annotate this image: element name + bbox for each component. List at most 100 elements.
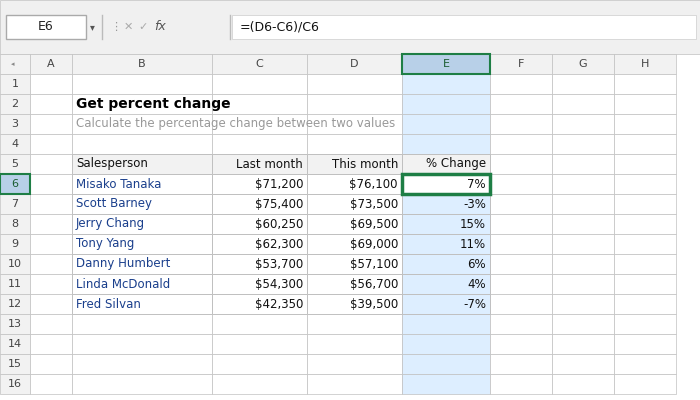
Bar	[307, 274, 402, 294]
Text: 14: 14	[8, 339, 22, 349]
Bar	[490, 214, 552, 234]
Text: Salesperson: Salesperson	[76, 158, 148, 170]
Bar	[490, 354, 552, 374]
Bar	[307, 294, 402, 314]
Text: A: A	[47, 59, 55, 69]
Text: $76,100: $76,100	[349, 178, 398, 190]
Bar	[30, 114, 72, 134]
Bar	[72, 354, 212, 374]
Bar	[72, 214, 212, 234]
Bar	[307, 294, 402, 314]
Bar	[30, 194, 72, 214]
Text: 2: 2	[11, 99, 19, 109]
Bar	[30, 354, 72, 374]
Bar	[72, 374, 212, 394]
Bar	[30, 334, 72, 354]
Bar	[614, 254, 676, 274]
Text: $53,700: $53,700	[255, 258, 303, 270]
Bar	[614, 114, 676, 134]
Text: F: F	[518, 59, 524, 69]
Text: Scott Barney: Scott Barney	[76, 198, 152, 210]
Bar	[490, 234, 552, 254]
Text: 11%: 11%	[460, 238, 486, 250]
Text: 16: 16	[8, 379, 22, 389]
Text: -3%: -3%	[463, 198, 486, 210]
Bar	[402, 134, 490, 154]
Text: =(D6-C6)/C6: =(D6-C6)/C6	[240, 20, 320, 34]
Text: 6: 6	[11, 179, 18, 189]
Bar	[614, 294, 676, 314]
Bar	[212, 154, 307, 174]
Bar	[402, 214, 490, 234]
Bar	[72, 114, 212, 134]
Text: 7%: 7%	[468, 178, 486, 190]
Bar	[552, 294, 614, 314]
Bar	[72, 234, 212, 254]
Bar	[72, 194, 212, 214]
Bar	[0, 134, 30, 154]
Bar	[307, 234, 402, 254]
Bar	[212, 254, 307, 274]
Bar	[490, 174, 552, 194]
Text: $39,500: $39,500	[350, 298, 398, 310]
Bar	[72, 174, 212, 194]
Bar	[552, 274, 614, 294]
Text: 1: 1	[11, 79, 18, 89]
Bar	[552, 154, 614, 174]
Bar	[552, 54, 614, 74]
Text: $69,500: $69,500	[349, 218, 398, 230]
Text: Calculate the percentage change between two values: Calculate the percentage change between …	[76, 118, 396, 130]
Bar	[490, 194, 552, 214]
Bar	[30, 54, 72, 74]
Bar	[0, 114, 30, 134]
Text: 9: 9	[11, 239, 19, 249]
Bar	[72, 154, 212, 174]
Bar	[212, 274, 307, 294]
Bar	[402, 74, 490, 94]
Bar	[552, 234, 614, 254]
Bar	[212, 254, 307, 274]
Bar	[307, 54, 402, 74]
Bar	[212, 194, 307, 214]
Text: C: C	[256, 59, 263, 69]
Bar	[614, 234, 676, 254]
Bar	[490, 274, 552, 294]
Bar	[307, 174, 402, 194]
Bar	[212, 294, 307, 314]
Text: G: G	[579, 59, 587, 69]
Bar	[6, 15, 86, 39]
Bar	[490, 94, 552, 114]
Bar	[402, 54, 490, 74]
Bar	[402, 334, 490, 354]
Bar	[0, 334, 30, 354]
Text: Misako Tanaka: Misako Tanaka	[76, 178, 162, 190]
Bar	[72, 154, 212, 174]
Bar	[552, 314, 614, 334]
Bar	[307, 214, 402, 234]
Bar	[402, 174, 490, 194]
Text: 10: 10	[8, 259, 22, 269]
Bar	[552, 114, 614, 134]
Bar	[212, 354, 307, 374]
Text: E6: E6	[38, 20, 54, 34]
Bar	[402, 234, 490, 254]
Text: 3: 3	[11, 119, 18, 129]
Bar	[212, 274, 307, 294]
Text: ✕: ✕	[124, 22, 134, 32]
Bar	[30, 274, 72, 294]
Bar	[307, 154, 402, 174]
Bar	[212, 54, 307, 74]
Bar	[212, 234, 307, 254]
Bar	[402, 214, 490, 234]
Bar	[402, 174, 490, 194]
Bar	[212, 214, 307, 234]
Bar	[402, 354, 490, 374]
Bar	[72, 294, 212, 314]
Bar	[307, 74, 402, 94]
Bar	[212, 294, 307, 314]
Bar	[0, 254, 30, 274]
Bar	[402, 254, 490, 274]
Text: Tony Yang: Tony Yang	[76, 238, 134, 250]
Text: This month: This month	[332, 158, 398, 170]
Bar	[490, 74, 552, 94]
